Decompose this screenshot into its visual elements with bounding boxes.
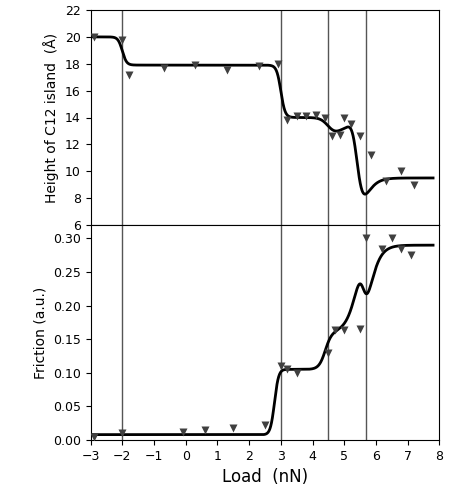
Point bbox=[398, 167, 405, 175]
Point bbox=[179, 428, 186, 436]
Point bbox=[363, 234, 370, 242]
Point bbox=[325, 348, 332, 356]
Point bbox=[293, 369, 300, 377]
Point bbox=[192, 61, 199, 69]
Point bbox=[312, 111, 319, 119]
X-axis label: Load  (nN): Load (nN) bbox=[222, 468, 308, 486]
Point bbox=[303, 112, 310, 120]
Point bbox=[274, 60, 281, 68]
Point bbox=[341, 326, 348, 334]
Y-axis label: Friction (a.u.): Friction (a.u.) bbox=[34, 286, 47, 378]
Point bbox=[277, 362, 284, 370]
Point bbox=[347, 120, 354, 128]
Point bbox=[90, 33, 97, 41]
Point bbox=[119, 430, 126, 438]
Y-axis label: Height of C12 island  (Å): Height of C12 island (Å) bbox=[43, 32, 59, 202]
Point bbox=[410, 180, 418, 188]
Point bbox=[293, 112, 300, 120]
Point bbox=[367, 151, 375, 159]
Point bbox=[201, 426, 208, 434]
Point bbox=[322, 114, 329, 122]
Point bbox=[379, 244, 386, 252]
Point bbox=[331, 326, 338, 334]
Point bbox=[261, 421, 269, 429]
Point bbox=[284, 116, 291, 124]
Point bbox=[328, 132, 335, 140]
Point bbox=[357, 132, 364, 140]
Point bbox=[357, 325, 364, 333]
Point bbox=[160, 64, 167, 72]
Point bbox=[223, 66, 231, 74]
Point bbox=[398, 244, 405, 252]
Point bbox=[407, 251, 414, 259]
Point bbox=[341, 114, 348, 122]
Point bbox=[230, 424, 237, 432]
Point bbox=[382, 176, 389, 184]
Point bbox=[119, 36, 126, 44]
Point bbox=[284, 366, 291, 374]
Point bbox=[90, 432, 97, 440]
Point bbox=[388, 234, 395, 242]
Point bbox=[255, 62, 262, 70]
Point bbox=[336, 131, 343, 139]
Point bbox=[125, 70, 132, 78]
